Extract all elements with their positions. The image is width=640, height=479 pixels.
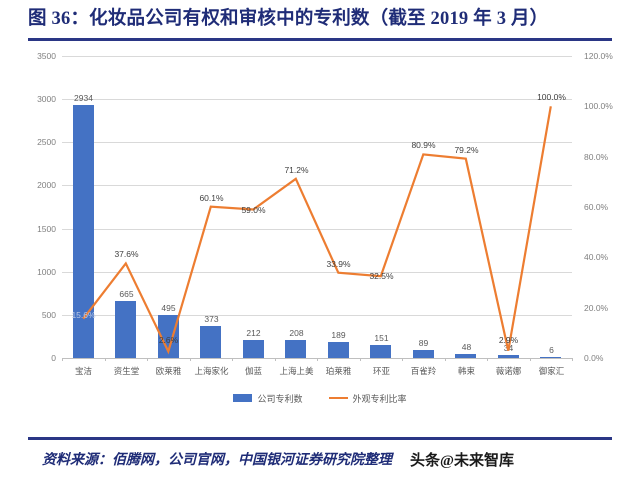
chart-plot-area: 0 500 1000 1500 2000 2500 3000 3500 0.0% 20.0% 40… <box>24 46 616 418</box>
y-axis-right-tick-label: 20.0% <box>584 302 609 313</box>
bar-value-label: 151 <box>374 333 389 343</box>
x-axis-label-百雀羚: 百雀羚 <box>410 366 437 376</box>
line-value-label: 71.2% <box>284 165 309 175</box>
legend-item-外观专利比率[interactable]: 外观专利比率 <box>328 392 407 405</box>
line-value-label: 32.5% <box>369 271 394 281</box>
y-axis-left-tick-label: 500 <box>41 309 56 320</box>
gridline <box>62 56 572 57</box>
line-value-label: 2.6% <box>158 335 179 345</box>
x-axis-tick <box>360 358 361 361</box>
x-axis-tick <box>402 358 403 361</box>
y-axis-left-tick-label: 3500 <box>37 51 56 61</box>
title-divider <box>28 38 612 41</box>
chart-legend: 公司专利数 外观专利比率 <box>24 390 616 406</box>
x-axis-label-韩束: 韩束 <box>457 366 475 376</box>
y-axis-left-tick-label: 0 <box>51 353 56 363</box>
bar-环亚 <box>370 345 391 358</box>
x-axis-tick <box>317 358 318 361</box>
gridline <box>62 229 572 230</box>
bar-value-label: 373 <box>204 314 219 324</box>
x-axis-label-珀莱雅: 珀莱雅 <box>325 366 352 376</box>
bar-value-label: 6 <box>549 345 554 355</box>
line-value-label: 80.9% <box>411 140 436 150</box>
x-axis-label-资生堂: 资生堂 <box>113 366 140 376</box>
y-axis-right-tick-label: 0.0% <box>584 353 604 363</box>
y-axis-left-tick-label: 1500 <box>37 223 56 234</box>
y-axis-left-tick-label: 3000 <box>37 94 56 105</box>
x-axis-label-欧莱雅: 欧莱雅 <box>155 366 182 376</box>
x-axis-label-伽蓝: 伽蓝 <box>244 366 262 376</box>
bar-宝洁 <box>73 105 94 358</box>
line-value-label: 15.6% <box>71 310 96 320</box>
line-value-label: 2.9% <box>498 335 519 345</box>
gridline <box>62 272 572 273</box>
legend-item-公司专利数[interactable]: 公司专利数 <box>233 392 303 405</box>
y-axis-right-tick-label: 80.0% <box>584 151 609 162</box>
x-axis-tick <box>572 358 573 361</box>
gridline <box>62 185 572 186</box>
line-value-label: 79.2% <box>454 145 479 155</box>
y-axis-right-tick-label: 100.0% <box>584 101 613 112</box>
x-axis-label-宝洁: 宝洁 <box>74 366 92 376</box>
legend-label: 外观专利比率 <box>352 393 407 404</box>
bar-value-label: 495 <box>161 303 176 313</box>
watermark-label: 头条@未来智库 <box>410 452 514 469</box>
bar-资生堂 <box>115 301 136 358</box>
source-note: 资料来源：佰腾网，公司官网，中国银河证券研究院整理 <box>42 453 392 468</box>
x-axis-tick <box>62 358 63 361</box>
x-axis-tick <box>232 358 233 361</box>
legend-line-swatch-icon <box>328 396 348 400</box>
bar-value-label: 212 <box>246 328 261 338</box>
y-axis-left-tick-label: 1000 <box>37 266 56 277</box>
x-axis-label-上海上美: 上海上美 <box>279 366 314 376</box>
x-axis-tick <box>147 358 148 361</box>
bar-韩束 <box>455 354 476 358</box>
x-axis-tick <box>275 358 276 361</box>
line-value-label: 100.0% <box>537 92 566 102</box>
bar-value-label: 89 <box>418 338 429 348</box>
footer-divider <box>28 437 612 440</box>
x-axis-label-上海家化: 上海家化 <box>194 366 229 376</box>
bar-value-label: 2934 <box>74 93 93 103</box>
bar-上海上美 <box>285 340 306 358</box>
gridline <box>62 315 572 316</box>
gridline <box>62 99 572 100</box>
bar-珀莱雅 <box>328 342 349 358</box>
y-axis-right-tick-label: 40.0% <box>584 252 609 263</box>
bar-御家汇 <box>540 357 561 358</box>
bar-上海家化 <box>200 326 221 358</box>
y-axis-right-tick-label: 60.0% <box>584 202 609 212</box>
x-axis-tick <box>190 358 191 361</box>
legend-bar-swatch-icon <box>233 394 253 402</box>
footer-block: 资料来源：佰腾网，公司官网，中国银河证券研究院整理 头条@未来智库 <box>42 447 622 471</box>
bar-百雀羚 <box>413 350 434 358</box>
x-axis-tick <box>445 358 446 361</box>
page-title: 图 36：化妆品公司有权和审核中的专利数（截至 2019 年 3 月） <box>28 9 549 29</box>
line-series-layer <box>82 106 552 355</box>
bar-value-label: 208 <box>289 328 304 338</box>
x-axis-label-环亚: 环亚 <box>372 366 390 376</box>
bar-value-label: 189 <box>331 330 346 340</box>
line-value-label: 60.1% <box>199 193 224 203</box>
title-block: 图 36：化妆品公司有权和审核中的专利数（截至 2019 年 3 月） <box>28 6 612 40</box>
y-axis-left-tick-label: 2500 <box>37 137 56 148</box>
bar-value-label: 665 <box>119 289 134 299</box>
legend-label: 公司专利数 <box>257 393 303 404</box>
gridline <box>62 142 572 143</box>
x-axis-tick <box>487 358 488 361</box>
bar-伽蓝 <box>243 340 264 358</box>
x-axis-tick <box>105 358 106 361</box>
x-axis-label-御家汇: 御家汇 <box>538 366 565 376</box>
line-value-label: 37.6% <box>114 249 139 259</box>
bar-薇诺娜 <box>498 355 519 358</box>
y-axis-left-tick-label: 2000 <box>37 180 56 191</box>
bar-value-label: 48 <box>461 342 472 352</box>
x-axis-label-薇诺娜: 薇诺娜 <box>495 366 522 376</box>
line-value-label: 33.9% <box>326 259 351 269</box>
x-axis-tick <box>530 358 531 361</box>
line-value-label: 59.0% <box>241 205 266 215</box>
y-axis-right-tick-label: 120.0% <box>584 51 613 61</box>
